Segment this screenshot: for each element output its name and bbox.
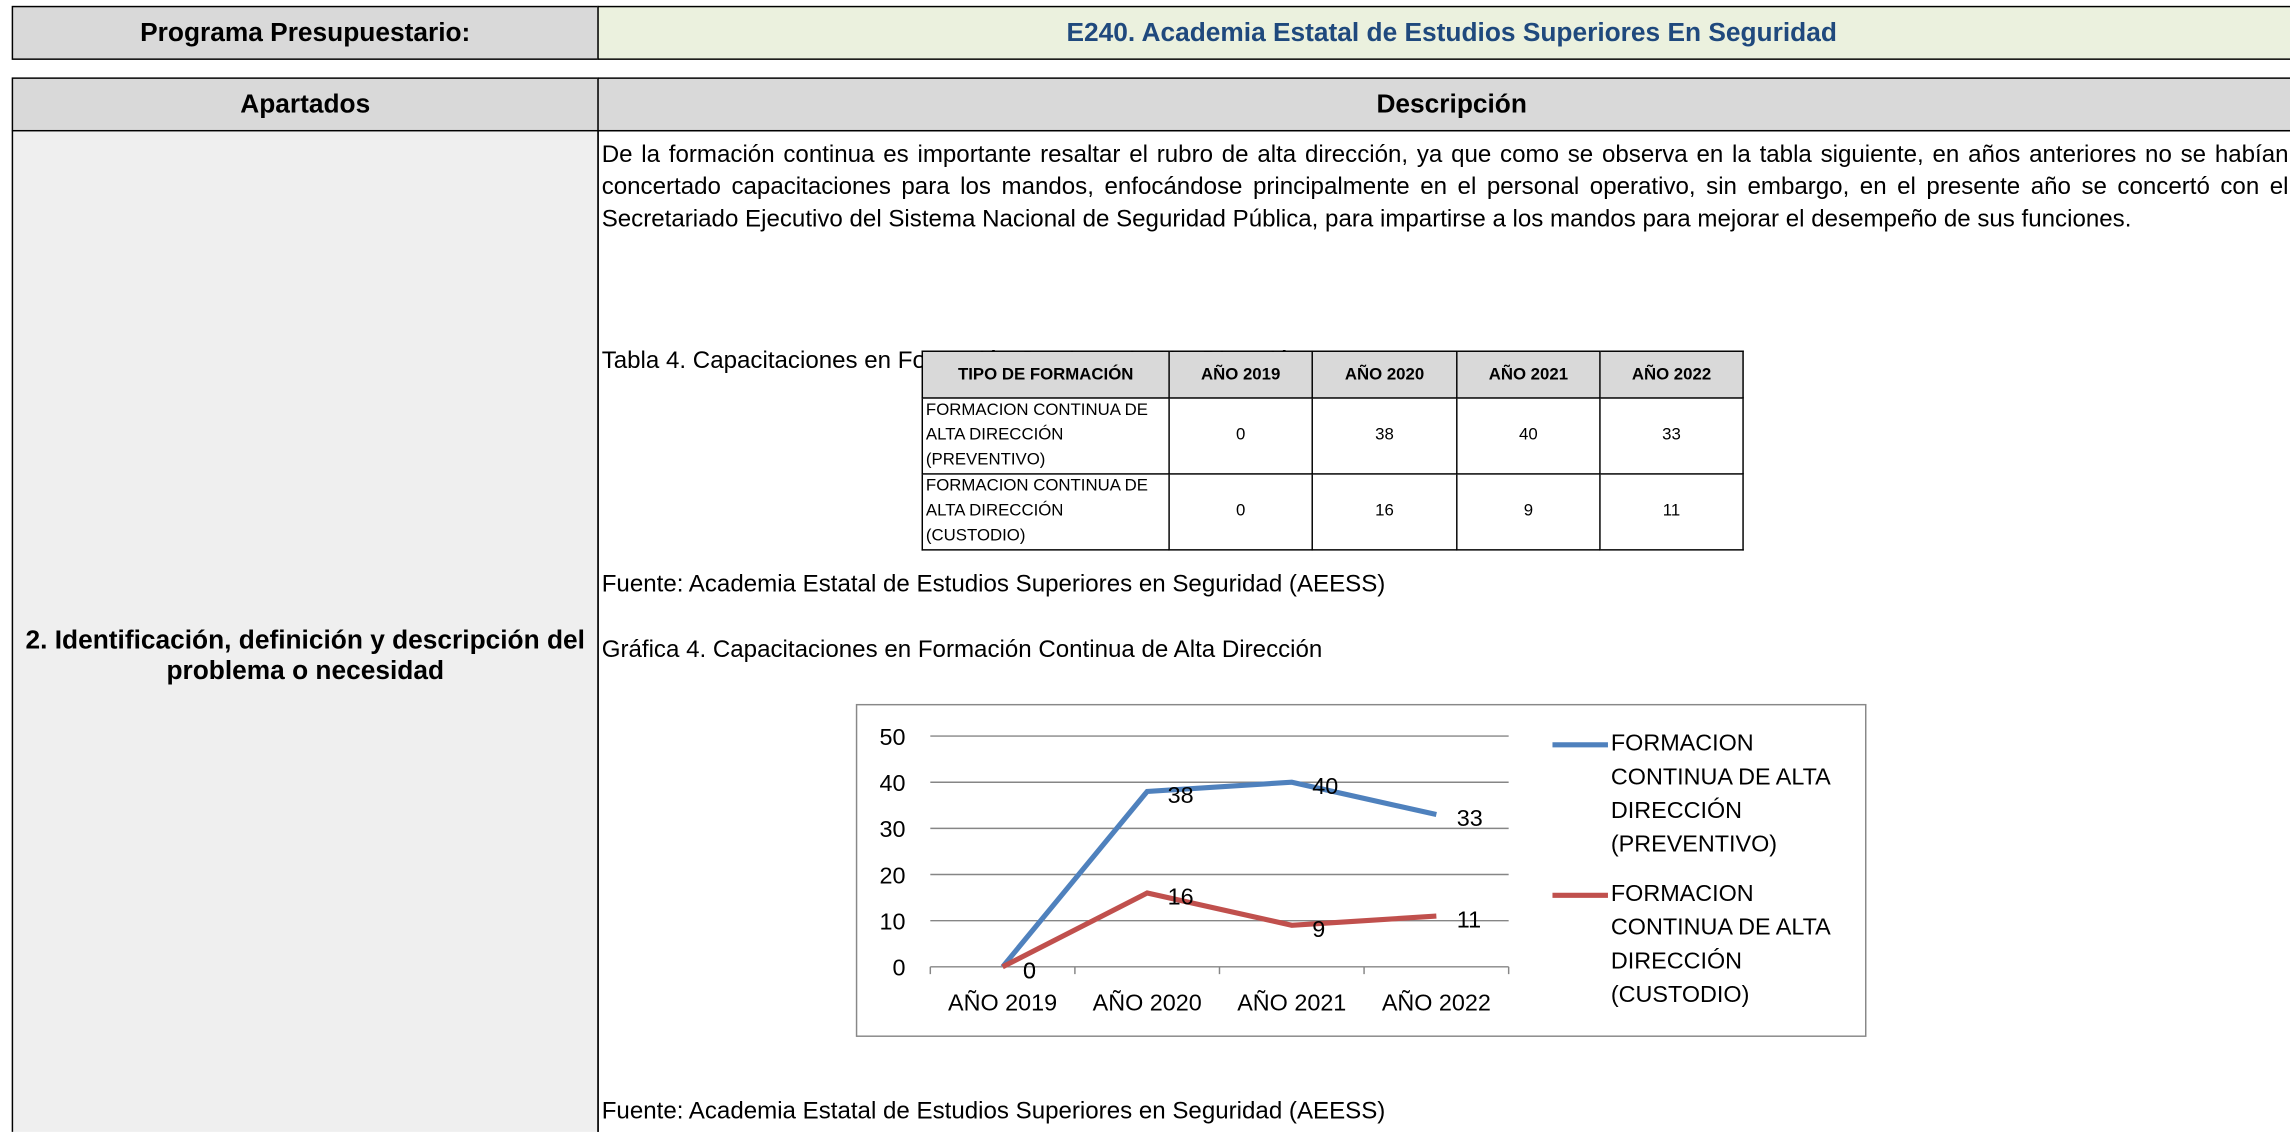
table-header: AÑO 2020: [1311, 350, 1458, 399]
description-cell: [597, 129, 2290, 1132]
section-label: 2. Identificación, definición y descripc…: [11, 129, 599, 1132]
table-cell: 33: [1599, 397, 1744, 475]
series-line: [1000, 779, 1437, 969]
header-title: E240. Academia Estatal de Estudios Super…: [597, 5, 2290, 60]
table-cell: 0: [1168, 397, 1313, 475]
chart: 0 10 20 30 40 50 AÑO 2019 AÑO 2020 AÑO 2021 AÑO 2…: [855, 703, 1867, 1037]
x-tick-label: AÑO 2022: [1382, 990, 1491, 1016]
chart-plot: 0 10 20 30 40 50 AÑO 2019 AÑO 2020 AÑO 2021 AÑO 2…: [880, 724, 1608, 1016]
data-label: 33: [1457, 805, 1483, 831]
y-tick-label: 0: [892, 955, 905, 981]
table-header: AÑO 2019: [1168, 350, 1313, 399]
paragraph: De la formación continua es importante r…: [601, 141, 2289, 233]
chart-caption: Gráfica 4. Capacitaciones en Formación C…: [601, 636, 1323, 664]
data-label: 0: [1023, 958, 1036, 984]
table-cell: 38: [1311, 397, 1458, 475]
data-label: 16: [1168, 884, 1194, 910]
table-source: Fuente: Academia Estatal de Estudios Sup…: [601, 571, 1386, 598]
table-cell: 9: [1456, 473, 1601, 551]
y-tick-label: 40: [880, 770, 906, 796]
x-tick-label: AÑO 2020: [1093, 990, 1202, 1016]
y-tick-label: 20: [880, 862, 906, 888]
table-cell: 40: [1456, 397, 1601, 475]
data-label: 9: [1312, 916, 1325, 942]
header-label: Programa Presupuestario:: [11, 5, 599, 60]
data-table: TIPO DE FORMACIÓN AÑO 2019 AÑO 2020 AÑO 202…: [921, 350, 1744, 551]
y-tick-label: 30: [880, 816, 906, 842]
legend-label: FORMACION CONTINUA DE ALTA DIRECCIÓN (CU…: [1610, 882, 1830, 1008]
y-tick-label: 10: [880, 908, 906, 934]
y-tick-label: 50: [880, 724, 906, 750]
table-cell: FORMACION CONTINUA DE ALTA DIRECCIÓN (CU…: [921, 473, 1170, 551]
data-label: 11: [1457, 907, 1481, 933]
table-header: AÑO 2022: [1599, 350, 1744, 399]
table-cell: FORMACION CONTINUA DE ALTA DIRECCIÓN (PR…: [921, 397, 1170, 475]
chart-source: Fuente: Academia Estatal de Estudios Sup…: [601, 1098, 1386, 1125]
series-line: [1001, 890, 1437, 970]
x-tick-label: AÑO 2021: [1237, 990, 1346, 1016]
x-tick-label: AÑO 2019: [948, 990, 1057, 1016]
table-header: AÑO 2021: [1456, 350, 1601, 399]
legend-label: FORMACION CONTINUA DE ALTA DIRECCIÓN (PR…: [1610, 731, 1830, 858]
table-header: TIPO DE FORMACIÓN: [921, 350, 1170, 399]
data-label: 38: [1168, 782, 1194, 808]
column-header: Descripción: [597, 77, 2290, 132]
column-header: Apartados: [11, 77, 599, 132]
table-cell: 16: [1311, 473, 1458, 551]
table-cell: 0: [1168, 473, 1313, 551]
data-label: 40: [1312, 773, 1338, 799]
table-cell: 11: [1599, 473, 1744, 551]
data-label: 0: [1023, 958, 1036, 984]
